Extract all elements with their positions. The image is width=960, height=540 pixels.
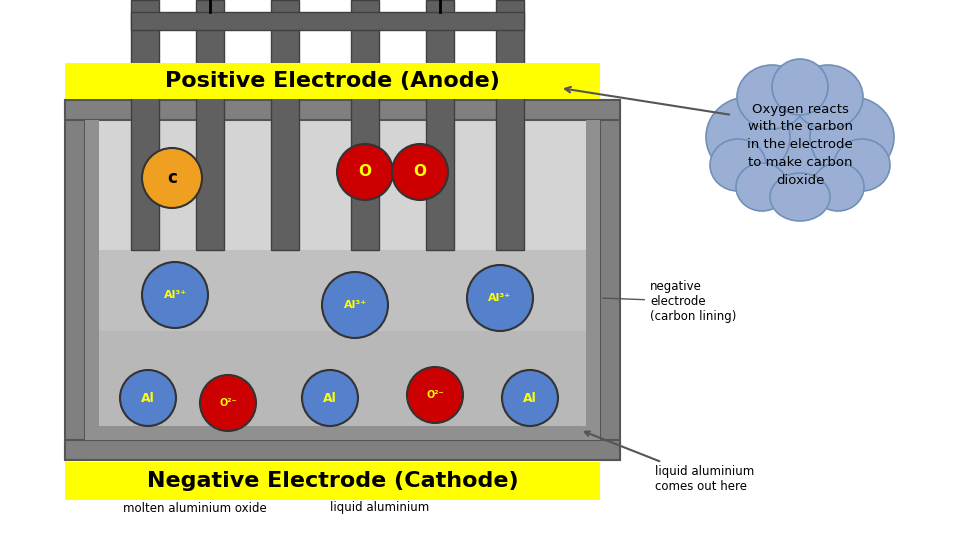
Text: liquid aluminium: liquid aluminium — [330, 502, 430, 515]
Text: O²⁻: O²⁻ — [426, 390, 444, 400]
FancyBboxPatch shape — [65, 462, 600, 500]
Text: Oxygen reacts
with the carbon
in the electrode
to make carbon
dioxide: Oxygen reacts with the carbon in the ele… — [747, 103, 852, 187]
FancyBboxPatch shape — [65, 63, 600, 99]
FancyBboxPatch shape — [65, 100, 620, 120]
FancyBboxPatch shape — [271, 0, 299, 250]
Ellipse shape — [793, 65, 863, 129]
Text: O²⁻: O²⁻ — [219, 398, 237, 408]
Circle shape — [142, 148, 202, 208]
Text: Al³⁺: Al³⁺ — [163, 290, 186, 300]
Circle shape — [407, 367, 463, 423]
FancyBboxPatch shape — [99, 331, 586, 426]
FancyBboxPatch shape — [600, 100, 620, 460]
FancyBboxPatch shape — [99, 120, 586, 426]
Text: Positive Electrode (Anode): Positive Electrode (Anode) — [165, 71, 500, 91]
Text: Al³⁺: Al³⁺ — [344, 300, 367, 310]
Circle shape — [337, 144, 393, 200]
Text: Al³⁺: Al³⁺ — [489, 293, 512, 303]
FancyBboxPatch shape — [65, 100, 85, 460]
Circle shape — [467, 265, 533, 331]
Ellipse shape — [737, 65, 807, 129]
FancyBboxPatch shape — [131, 0, 159, 250]
Ellipse shape — [812, 163, 864, 211]
FancyBboxPatch shape — [85, 426, 600, 440]
Ellipse shape — [736, 163, 788, 211]
Text: molten aluminium oxide: molten aluminium oxide — [123, 502, 267, 515]
Text: liquid aluminium
comes out here: liquid aluminium comes out here — [585, 431, 755, 493]
Ellipse shape — [834, 139, 890, 191]
FancyBboxPatch shape — [196, 0, 224, 250]
Ellipse shape — [772, 59, 828, 115]
Text: Al: Al — [324, 392, 337, 404]
Text: negative
electrode
(carbon lining): negative electrode (carbon lining) — [603, 280, 736, 323]
Circle shape — [120, 370, 176, 426]
Circle shape — [200, 375, 256, 431]
FancyBboxPatch shape — [99, 120, 586, 250]
FancyBboxPatch shape — [496, 0, 524, 250]
Circle shape — [142, 262, 208, 328]
Circle shape — [502, 370, 558, 426]
Circle shape — [322, 272, 388, 338]
Text: c: c — [167, 169, 177, 187]
Ellipse shape — [732, 83, 868, 207]
Text: Negative Electrode (Cathode): Negative Electrode (Cathode) — [147, 471, 518, 491]
Text: Al: Al — [141, 392, 155, 404]
Text: O: O — [358, 165, 372, 179]
Ellipse shape — [810, 97, 894, 177]
Circle shape — [302, 370, 358, 426]
Ellipse shape — [770, 173, 830, 221]
Ellipse shape — [710, 139, 766, 191]
FancyBboxPatch shape — [85, 120, 99, 440]
Circle shape — [392, 144, 448, 200]
FancyBboxPatch shape — [131, 12, 524, 30]
Ellipse shape — [706, 97, 790, 177]
Text: O: O — [414, 165, 426, 179]
FancyBboxPatch shape — [426, 0, 454, 250]
FancyBboxPatch shape — [586, 120, 600, 440]
FancyBboxPatch shape — [65, 440, 620, 460]
Text: Al: Al — [523, 392, 537, 404]
FancyBboxPatch shape — [351, 0, 379, 250]
